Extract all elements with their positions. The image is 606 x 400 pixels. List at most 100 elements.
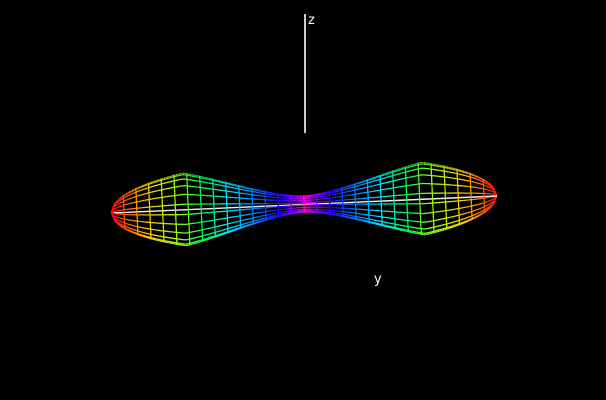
mesh-line — [218, 184, 224, 187]
mesh-line — [113, 200, 118, 206]
mesh-line — [211, 231, 216, 234]
mesh-line — [140, 234, 145, 237]
mesh-line — [375, 222, 380, 225]
mesh-line — [113, 206, 118, 210]
mesh-line — [147, 233, 152, 235]
mesh-line — [224, 228, 229, 231]
mesh-line — [120, 204, 125, 207]
mesh-line — [218, 180, 224, 183]
mesh-line — [369, 177, 375, 181]
mesh-line — [251, 188, 256, 191]
mesh-line — [113, 201, 118, 207]
mesh-line — [389, 175, 394, 178]
mesh-line — [486, 182, 491, 187]
mesh-line — [468, 218, 473, 222]
mesh-line — [472, 174, 478, 178]
mesh-line — [214, 234, 220, 237]
mesh-line — [205, 237, 210, 240]
mesh-line — [446, 226, 451, 229]
mesh-line — [130, 228, 136, 231]
mesh-line — [211, 236, 216, 239]
mesh-line — [260, 190, 266, 192]
mesh-line — [195, 241, 201, 244]
mesh-line — [452, 225, 457, 228]
mesh-line — [110, 212, 116, 221]
mesh-line — [221, 233, 226, 236]
mesh-line — [471, 216, 476, 220]
mesh-line — [192, 242, 197, 245]
mesh-line — [212, 179, 217, 182]
mesh-line — [469, 180, 475, 183]
mesh-line — [211, 235, 216, 238]
mesh-line — [395, 169, 400, 172]
mesh-line — [259, 219, 264, 222]
mesh-line — [225, 185, 230, 188]
mesh-line — [480, 209, 486, 213]
mesh-line — [345, 216, 351, 219]
mesh-line — [381, 221, 386, 223]
mesh-line — [490, 201, 495, 207]
mesh-line — [249, 222, 254, 225]
mesh-line — [117, 216, 122, 219]
mesh-line — [482, 179, 488, 183]
mesh-line — [480, 202, 485, 205]
mesh-line — [469, 176, 475, 179]
mesh-line — [192, 175, 198, 178]
mesh-line — [151, 180, 156, 183]
mesh-line — [363, 182, 369, 185]
mesh-line — [436, 165, 442, 168]
mesh-line — [484, 207, 489, 211]
mesh-line — [116, 202, 121, 206]
mesh-line — [147, 181, 153, 184]
mesh-line — [379, 173, 384, 176]
mesh-line — [453, 167, 458, 170]
mesh-line — [123, 218, 129, 221]
mesh-line — [440, 166, 445, 168]
mesh-line — [398, 168, 403, 171]
mesh-line — [338, 187, 343, 190]
mesh-line — [352, 218, 357, 220]
mesh-line — [240, 225, 245, 228]
mesh-line — [208, 232, 213, 235]
mesh-line — [407, 231, 413, 233]
mesh-line — [224, 232, 229, 235]
mesh-line — [151, 185, 156, 188]
mesh-line — [404, 229, 409, 231]
mesh-line — [366, 178, 372, 182]
mesh-line — [489, 185, 494, 189]
mesh-line — [119, 195, 124, 199]
mesh-line — [122, 193, 128, 197]
mesh-line — [144, 182, 150, 186]
mesh-line — [453, 172, 458, 175]
mesh-line — [466, 175, 471, 178]
mesh-line — [224, 231, 229, 234]
mesh-line — [487, 206, 492, 211]
mesh-line — [485, 181, 491, 185]
mesh-line — [368, 221, 374, 223]
mesh-line — [248, 188, 253, 190]
mesh-line — [483, 188, 488, 191]
mesh-line — [144, 187, 150, 190]
mesh-line — [230, 228, 235, 232]
mesh-line — [141, 184, 146, 188]
axis-label-z: z — [308, 13, 315, 28]
mesh-line — [357, 182, 362, 185]
mesh-line — [157, 178, 162, 181]
mesh-line — [228, 183, 233, 186]
mesh-line — [479, 176, 484, 180]
mesh-line — [357, 181, 362, 184]
mesh-line — [141, 183, 146, 187]
mesh-line — [465, 219, 470, 222]
mesh-line — [401, 228, 406, 231]
mesh-line — [376, 178, 381, 181]
mesh-line — [140, 235, 146, 238]
mesh-line — [456, 168, 461, 171]
mesh-line — [123, 203, 128, 206]
mesh-line — [114, 215, 119, 218]
mesh-line — [458, 218, 464, 221]
mesh-line — [382, 176, 388, 179]
mesh-line — [376, 175, 381, 178]
mesh-line — [471, 213, 476, 217]
mesh-line — [468, 210, 473, 213]
mesh-line — [477, 207, 482, 210]
